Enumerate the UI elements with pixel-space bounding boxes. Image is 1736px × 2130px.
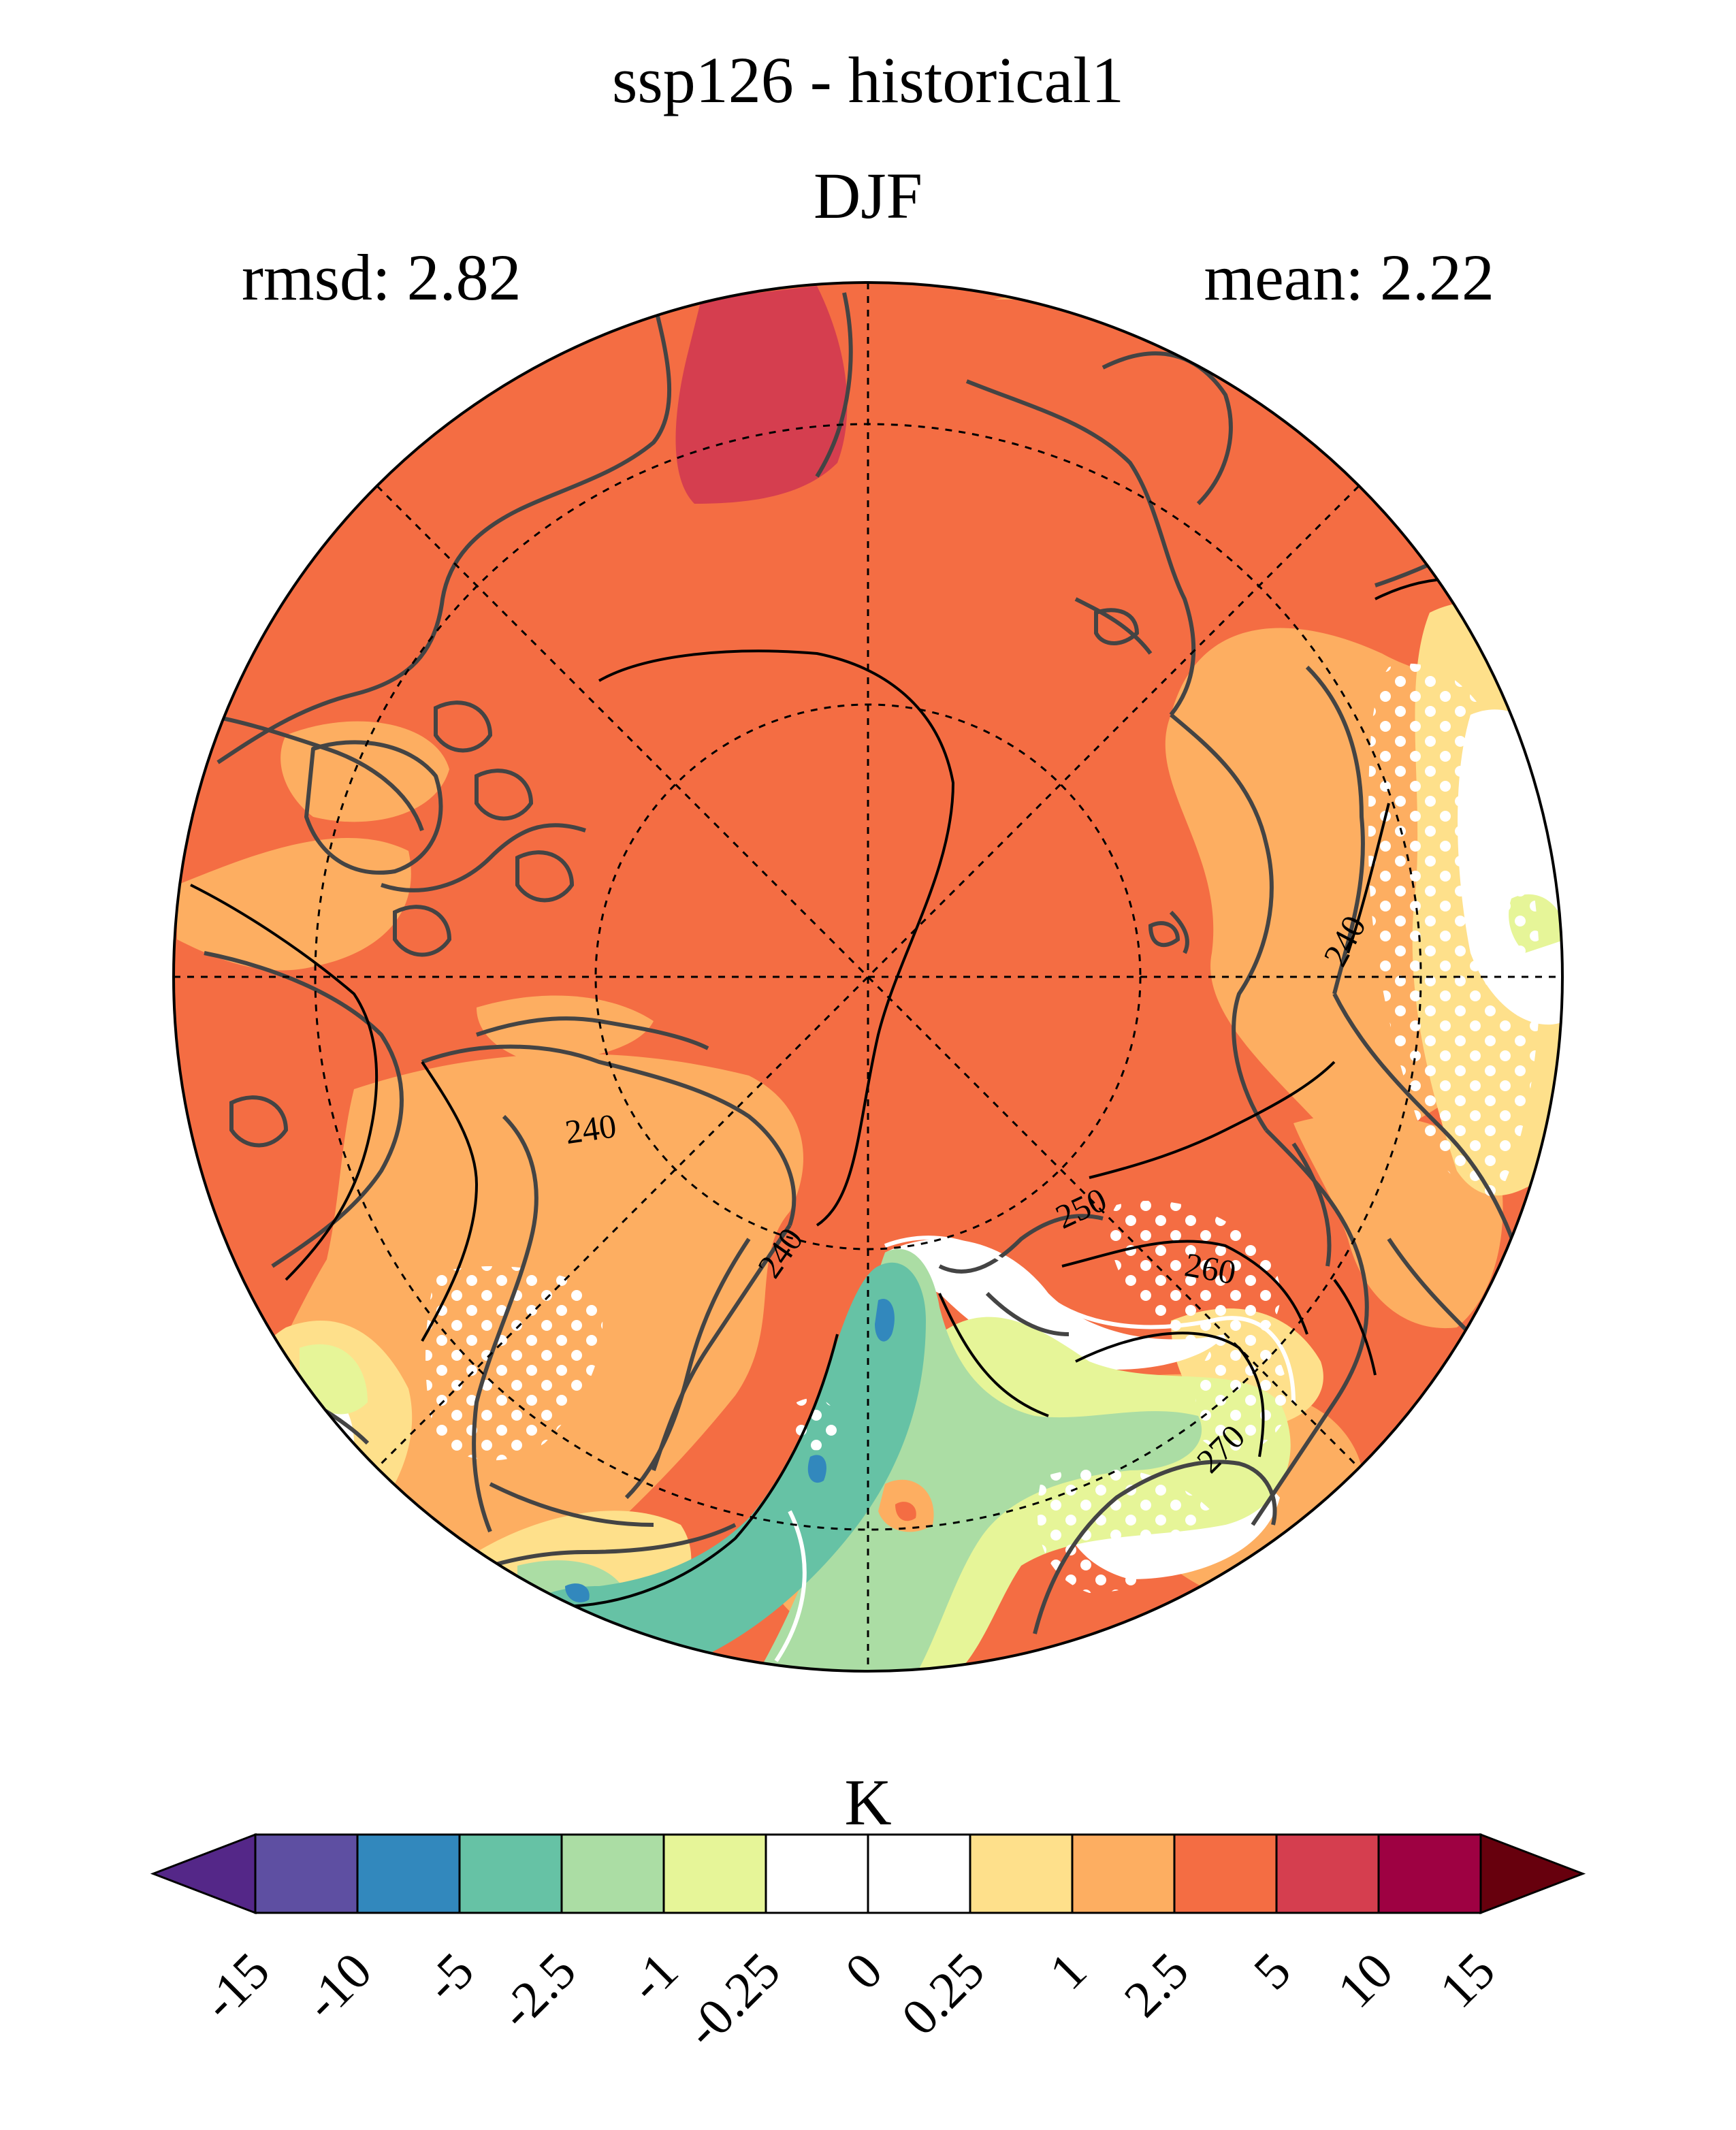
island-outlines — [229, 608, 1180, 1148]
colorbar-segment — [765, 1833, 869, 1914]
colorbar-segment — [969, 1833, 1074, 1914]
colorbar-segment — [662, 1833, 767, 1914]
contour-label-260: 260 — [1182, 1245, 1239, 1291]
coastlines — [204, 292, 1527, 1634]
map-border — [172, 281, 1564, 1673]
cooling-2.5-5-regions — [522, 1262, 926, 1664]
warming-pocket-core — [895, 1502, 916, 1521]
colorbar-tick-label: 1 — [1039, 1942, 1097, 2001]
colorbar-tick-label: 0.25 — [891, 1942, 995, 2046]
cooling-5-10-regions — [565, 1299, 895, 1602]
colorbar: K -15 -10 -5 -2.5 -1-0.25 00.25 1 2.5 5 10 15 — [150, 1766, 1586, 2059]
colorbar-tick-label: 5 — [1243, 1942, 1302, 2001]
rmsd-label: rmsd: 2.82 — [242, 241, 521, 314]
graticule — [174, 283, 1562, 1671]
colorbar-segment — [254, 1833, 359, 1914]
colorbar-tick-label: -2.5 — [489, 1942, 587, 2040]
colorbar-segment — [1275, 1833, 1380, 1914]
colorbar-tick-labels: -15 -10 -5 -2.5 -1-0.25 00.25 1 2.5 5 10 15 — [191, 1942, 1506, 2059]
zero-contours — [774, 1236, 1296, 1662]
colorbar-tick-label: -15 — [191, 1942, 280, 2031]
colorbar-tick-label: -5 — [414, 1942, 485, 2013]
colorbar-under-arrow — [150, 1833, 257, 1915]
colorbar-segment — [356, 1833, 461, 1914]
colorbar-tick-label: -0.25 — [675, 1942, 791, 2059]
mean-label: mean: 2.22 — [1204, 241, 1494, 314]
colorbar-tick-label: -10 — [293, 1942, 383, 2031]
warming-5-10-region — [675, 286, 848, 504]
colorbar-segment — [560, 1833, 665, 1914]
colorbar-tick-label: 15 — [1429, 1942, 1506, 2019]
colorbar-segment — [458, 1833, 563, 1914]
climatology-contours — [190, 577, 1458, 1608]
colorbar-segment — [1173, 1833, 1278, 1914]
colorbar-segment — [1071, 1833, 1176, 1914]
colorbar-segment — [867, 1833, 971, 1914]
colorbar-tick-label: -1 — [618, 1942, 689, 2013]
colorbar-unit-label: K — [844, 1766, 891, 1839]
colorbar-segments — [150, 1833, 1586, 1915]
colorbar-tick-label: 10 — [1327, 1942, 1404, 2019]
colorbar-over-arrow — [1479, 1833, 1586, 1915]
colorbar-segment — [1377, 1833, 1482, 1914]
title-line1: ssp126 - historical1 — [612, 44, 1124, 116]
colorbar-tick-label: 0 — [835, 1942, 893, 2001]
title-line2: DJF — [814, 159, 922, 232]
contour-label-240-west: 240 — [563, 1106, 619, 1151]
colorbar-tick-label: 2.5 — [1113, 1942, 1200, 2029]
